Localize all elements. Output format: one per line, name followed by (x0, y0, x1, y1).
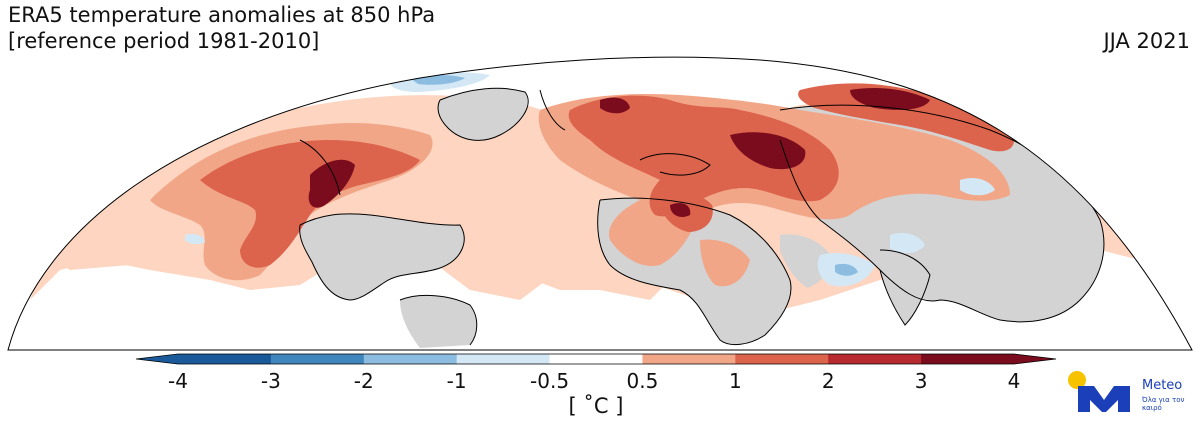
period-label: JJA 2021 (1103, 29, 1190, 53)
colorbar-segment (178, 354, 272, 364)
colorbar-segment (735, 354, 829, 364)
meteo-logo (1068, 371, 1130, 412)
colorbar-segment (642, 354, 736, 364)
colorbar-segment (456, 354, 551, 364)
m-logo-icon (1078, 386, 1130, 412)
colorbar-extend-max (1014, 354, 1056, 364)
colorbar-segment (363, 354, 458, 364)
colorbar-unit: [ ˚C ] (568, 394, 624, 418)
colorbar-segment (549, 354, 643, 364)
logo-tagline: Όλα για τον καιρό (1142, 396, 1185, 412)
colorbar-segment (828, 354, 922, 364)
colorbar (135, 353, 1057, 365)
map-title: ERA5 temperature anomalies at 850 hPa [r… (8, 3, 436, 53)
colorbar-extend-min (136, 354, 178, 364)
colorbar-segment (921, 354, 1015, 364)
colorbar-segment (270, 354, 365, 364)
map-frame (7, 56, 1193, 351)
sun-icon (1068, 371, 1086, 389)
coastlines (299, 87, 1105, 346)
colorbar-outline (135, 353, 1057, 365)
logo-name: Meteo (1142, 378, 1183, 393)
